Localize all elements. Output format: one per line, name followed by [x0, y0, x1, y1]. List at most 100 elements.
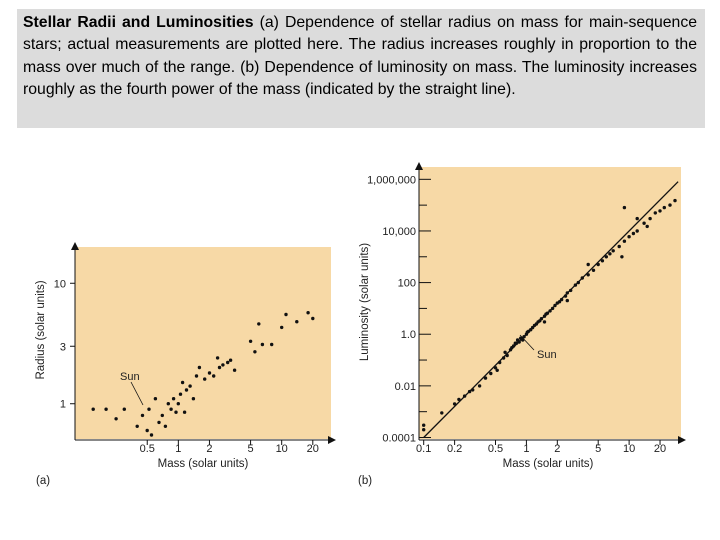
panel-b-x-label: Mass (solar units) — [503, 458, 594, 470]
panel-a-data-point — [178, 392, 183, 396]
panel-b-data-point — [648, 216, 652, 221]
panel-a-data-point — [182, 410, 187, 414]
panel-b-data-point — [563, 294, 568, 298]
panel-b-data-point — [511, 344, 516, 348]
panel-b-data-point — [517, 340, 521, 344]
panel-b-data-point — [530, 325, 535, 330]
panel-b-data-point — [539, 317, 544, 321]
panel-a-y-label: Radius (solar units) — [35, 280, 47, 379]
panel-b-data-point — [452, 402, 457, 406]
panel-b-data-point — [596, 262, 600, 267]
panel-a-data-point — [140, 413, 145, 418]
panel-b-data-point — [611, 249, 615, 253]
panel-b-data-point — [422, 428, 426, 432]
luminosity-mass-chart: 0.1 0.2 0.5 1 2 5 10 20 0.0001 0.01 1.0 100 10,000 1… — [358, 162, 686, 487]
panel-b-data-point — [422, 423, 426, 427]
panel-a-x-arrow-icon — [328, 436, 336, 444]
panel-a-data-point — [217, 365, 222, 370]
panel-a-y-tick-label: 3 — [60, 341, 66, 353]
panel-b-data-point — [489, 371, 493, 376]
panel-b-y-tick-label: 10,000 — [382, 226, 416, 238]
panel-b-data-point — [668, 203, 672, 207]
panel-b-data-point — [580, 276, 584, 280]
panel-b-data-point — [471, 388, 475, 392]
panel-b-x-tick-label: 1 — [523, 443, 529, 455]
panel-b-data-point — [642, 221, 646, 225]
panel-b-data-point — [622, 205, 627, 210]
panel-b-data-point — [604, 255, 608, 259]
panel-b-x-tick-label: 20 — [654, 443, 666, 455]
panel-a-data-point — [306, 311, 310, 315]
panel-a-y-arrow-icon — [71, 242, 79, 250]
panel-b-background — [419, 167, 681, 439]
panel-a-data-point — [260, 342, 265, 347]
panel-b-data-point — [622, 239, 627, 243]
panel-b-data-point — [477, 384, 482, 388]
panel-a-sun-label: Sun — [120, 371, 140, 383]
panel-a-data-point — [145, 428, 149, 433]
panel-a-data-point — [191, 397, 196, 401]
panel-b-y-tick-label: 100 — [398, 278, 416, 290]
panel-b-data-point — [620, 255, 624, 259]
panel-b-data-point — [514, 341, 519, 345]
radius-mass-chart: 0.5 1 2 5 10 20 1 3 10 Sun Mass (solar units) R… — [35, 242, 336, 487]
panel-b-data-point — [635, 216, 639, 221]
panel-b-data-point — [645, 224, 649, 229]
panel-a-data-point — [135, 424, 139, 428]
panel-a-x-tick-label: 1 — [175, 443, 181, 455]
panel-a-data-point — [226, 360, 230, 365]
panel-b-data-point — [635, 229, 639, 233]
panel-b-data-point — [553, 303, 557, 308]
panel-b-data-point — [505, 353, 509, 358]
panel-b-data-point — [565, 291, 569, 295]
panel-b-data-point — [493, 366, 498, 370]
panel-b-data-point — [498, 360, 502, 365]
panel-b-data-point — [658, 209, 662, 213]
panel-a-data-point — [171, 397, 176, 401]
panel-a-x-tick-label: 2 — [206, 443, 212, 455]
panel-b-x-tick-label: 0.5 — [488, 443, 503, 455]
panel-b-data-point — [542, 320, 547, 324]
panel-a-data-point — [188, 384, 192, 388]
panel-b-sun-label: Sun — [537, 349, 557, 361]
panel-b-data-point — [462, 394, 467, 398]
panel-a-x-tick-label: 5 — [248, 443, 254, 455]
panel-a-data-point — [253, 350, 257, 354]
panel-a-data-point — [114, 417, 118, 421]
panel-b-x-tick-label: 0.2 — [447, 443, 462, 455]
panel-a-data-point — [180, 380, 185, 385]
panel-a-data-point — [149, 433, 154, 437]
panel-a-x-tick-label: 0.5 — [140, 443, 155, 455]
panel-a-data-point — [122, 407, 127, 411]
panel-a-data-point — [221, 363, 225, 367]
panel-b-data-point — [559, 297, 564, 302]
panel-b-data-point — [617, 244, 621, 249]
panel-b-data-point — [586, 262, 590, 267]
panel-b-data-point — [550, 306, 555, 311]
panel-a-data-point — [160, 413, 164, 418]
panel-a-label: (a) — [36, 475, 50, 487]
panel-b-y-tick-label: 1.0 — [401, 329, 416, 341]
panel-a-background — [75, 247, 331, 439]
panel-a-data-point — [228, 358, 233, 362]
panel-b-y-tick-label: 0.0001 — [382, 432, 416, 444]
panel-a-y-tick-label: 1 — [60, 399, 66, 411]
panel-b-data-point — [576, 280, 580, 285]
panel-b-y-tick-label: 0.01 — [395, 381, 416, 393]
panel-a-data-point — [176, 402, 180, 406]
panel-a-data-point — [197, 365, 202, 370]
panel-b-data-point — [467, 389, 472, 394]
panel-a-data-point — [169, 407, 173, 411]
panel-a-data-point — [212, 374, 216, 378]
panel-a-data-point — [257, 322, 261, 326]
panel-a-data-point — [166, 402, 170, 406]
panel-b-data-point — [673, 198, 677, 203]
panel-a-sun-pointer — [130, 381, 144, 406]
caption-title: Stellar Radii and Luminosities — [23, 14, 254, 31]
panel-b-data-point — [608, 252, 612, 256]
panel-a-data-point — [174, 410, 178, 414]
panel-b-data-point — [557, 300, 562, 304]
panel-a-data-point — [295, 320, 299, 324]
panel-a-data-point — [207, 371, 212, 375]
panel-b-data-point — [569, 288, 573, 293]
